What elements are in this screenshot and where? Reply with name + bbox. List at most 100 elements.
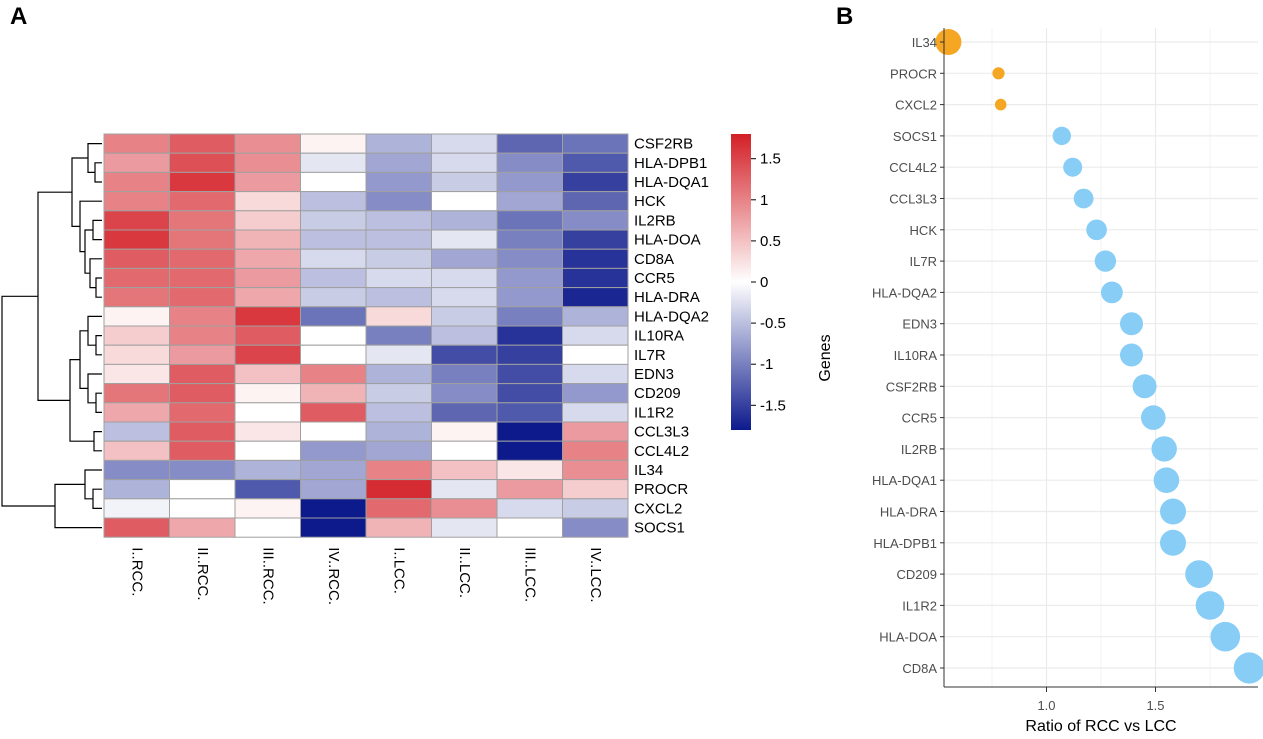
heatmap-cell bbox=[496, 479, 563, 500]
dendrogram-branch bbox=[79, 200, 102, 253]
colorbar-tick-label: 1 bbox=[760, 192, 768, 209]
heatmap-cell bbox=[300, 287, 367, 308]
x-tick-label: 1.5 bbox=[1146, 698, 1164, 713]
colorbar-tick-label: -1 bbox=[760, 356, 773, 373]
heatmap-cell bbox=[431, 210, 498, 231]
heatmap-cell bbox=[169, 287, 236, 308]
heatmap-cell bbox=[562, 229, 629, 250]
heatmap-cell bbox=[431, 248, 498, 269]
heatmap-cells bbox=[103, 133, 629, 538]
gene-tick-label: PROCR bbox=[890, 66, 937, 81]
heatmap-column-label: IV..LCC. bbox=[587, 547, 604, 602]
dotplot-panel: IL34 PROCR CXCL2 SOCS1 CCL4L2 CCL3L3 HCK IL7R HL… bbox=[817, 28, 1263, 735]
dendrogram-branch bbox=[1, 295, 55, 507]
heatmap-row-label: HLA-DQA2 bbox=[634, 308, 709, 325]
heatmap-cell bbox=[365, 152, 432, 173]
heatmap-cell bbox=[365, 267, 432, 289]
heatmap-row-label: HCK bbox=[634, 193, 666, 210]
gene-point bbox=[1185, 560, 1213, 588]
heatmap-cell bbox=[103, 306, 170, 327]
heatmap-cell bbox=[103, 344, 170, 365]
gene-tick-label: IL34 bbox=[912, 35, 937, 50]
gene-point bbox=[1094, 250, 1117, 272]
heatmap-cell bbox=[431, 479, 498, 500]
heatmap-cell bbox=[234, 325, 301, 346]
heatmap-cell bbox=[496, 498, 563, 519]
heatmap-cell bbox=[431, 287, 498, 308]
heatmap-cell bbox=[431, 440, 498, 461]
heatmap-cell bbox=[365, 498, 432, 519]
heatmap-cell bbox=[496, 363, 563, 385]
x-axis-title: Ratio of RCC vs LCC bbox=[1025, 718, 1176, 735]
heatmap-cell bbox=[431, 498, 498, 519]
heatmap-cell bbox=[103, 133, 170, 154]
heatmap-cell bbox=[365, 248, 432, 269]
heatmap-cell bbox=[300, 306, 367, 327]
gene-point bbox=[1052, 126, 1072, 146]
gene-tick-label: HLA-DPB1 bbox=[873, 536, 937, 551]
heatmap-cell bbox=[562, 440, 629, 461]
heatmap-cell bbox=[234, 479, 301, 500]
heatmap-row-labels: CSF2RB HLA-DPB1 HLA-DQA1 HCK IL2RB HLA-DOA CD8… bbox=[634, 136, 709, 537]
heatmap-cell bbox=[300, 210, 367, 231]
heatmap-cell bbox=[496, 133, 563, 154]
heatmap-cell bbox=[234, 383, 301, 404]
gene-tick-label: CCR5 bbox=[902, 411, 937, 426]
heatmap-row-label: CCL4L2 bbox=[634, 443, 689, 460]
heatmap-cell bbox=[496, 229, 563, 250]
heatmap-cell bbox=[103, 498, 170, 519]
ratio-axis-ticks: 1.0 1.5 bbox=[943, 28, 1258, 713]
gene-point bbox=[994, 98, 1007, 111]
gene-point bbox=[1195, 591, 1225, 620]
heatmap-cell bbox=[365, 421, 432, 442]
heatmap-cell bbox=[234, 306, 301, 327]
heatmap-cell bbox=[431, 383, 498, 404]
dendrogram-branch bbox=[54, 483, 102, 529]
heatmap-cell bbox=[365, 287, 432, 308]
heatmap-cell bbox=[169, 479, 236, 500]
dendrogram-branch bbox=[92, 219, 102, 241]
heatmap-cell bbox=[234, 402, 301, 423]
heatmap-cell bbox=[496, 402, 563, 423]
color-legend: 1.5 1 0.5 0 -0.5 -1 -1.5 bbox=[731, 134, 786, 430]
heatmap-cell bbox=[103, 440, 170, 461]
heatmap-cell bbox=[300, 171, 367, 193]
gene-tick-label: EDN3 bbox=[902, 317, 937, 332]
dendrogram-branch bbox=[84, 229, 93, 274]
y-axis-title: Genes bbox=[817, 334, 834, 381]
heatmap-column-label: I..RCC. bbox=[128, 547, 145, 596]
heatmap-cell bbox=[562, 517, 629, 538]
heatmap-cell bbox=[300, 459, 367, 481]
x-tick-label: 1.0 bbox=[1037, 698, 1055, 713]
heatmap-cell bbox=[562, 133, 629, 154]
gene-tick-label: SOCS1 bbox=[893, 129, 937, 144]
heatmap-row-label: CCR5 bbox=[634, 270, 675, 287]
heatmap-cell bbox=[496, 440, 563, 461]
heatmap-cell bbox=[234, 440, 301, 461]
dendrogram-branch bbox=[69, 359, 94, 442]
gene-tick-label: CSF2RB bbox=[886, 379, 937, 394]
heatmap-cell bbox=[562, 498, 629, 519]
heatmap-cell bbox=[169, 459, 236, 481]
heatmap-column-label: I..LCC. bbox=[390, 547, 407, 594]
heatmap-cell bbox=[103, 383, 170, 404]
heatmap-row-label: CSF2RB bbox=[634, 136, 693, 153]
heatmap-cell bbox=[496, 191, 563, 212]
heatmap-cell bbox=[431, 191, 498, 212]
gene-axis-ticks: IL34 PROCR CXCL2 SOCS1 CCL4L2 CCL3L3 HCK IL7R HL… bbox=[872, 35, 944, 676]
row-dendrogram bbox=[1, 143, 102, 529]
gene-point bbox=[1120, 312, 1143, 336]
heatmap-cell bbox=[431, 517, 498, 538]
heatmap-cell bbox=[234, 191, 301, 212]
plot-points bbox=[935, 29, 1263, 684]
dendrogram-branch bbox=[92, 488, 102, 509]
heatmap-cell bbox=[234, 133, 301, 154]
heatmap-row-label: EDN3 bbox=[634, 366, 674, 383]
heatmap-cell bbox=[169, 306, 236, 327]
gene-point bbox=[1160, 498, 1186, 525]
gene-tick-label: IL7R bbox=[910, 254, 937, 269]
colorbar-tick-label: -1.5 bbox=[760, 397, 786, 414]
heatmap-cell bbox=[562, 210, 629, 231]
gene-point bbox=[1101, 281, 1123, 304]
heatmap-row-label: IL10RA bbox=[634, 328, 684, 345]
